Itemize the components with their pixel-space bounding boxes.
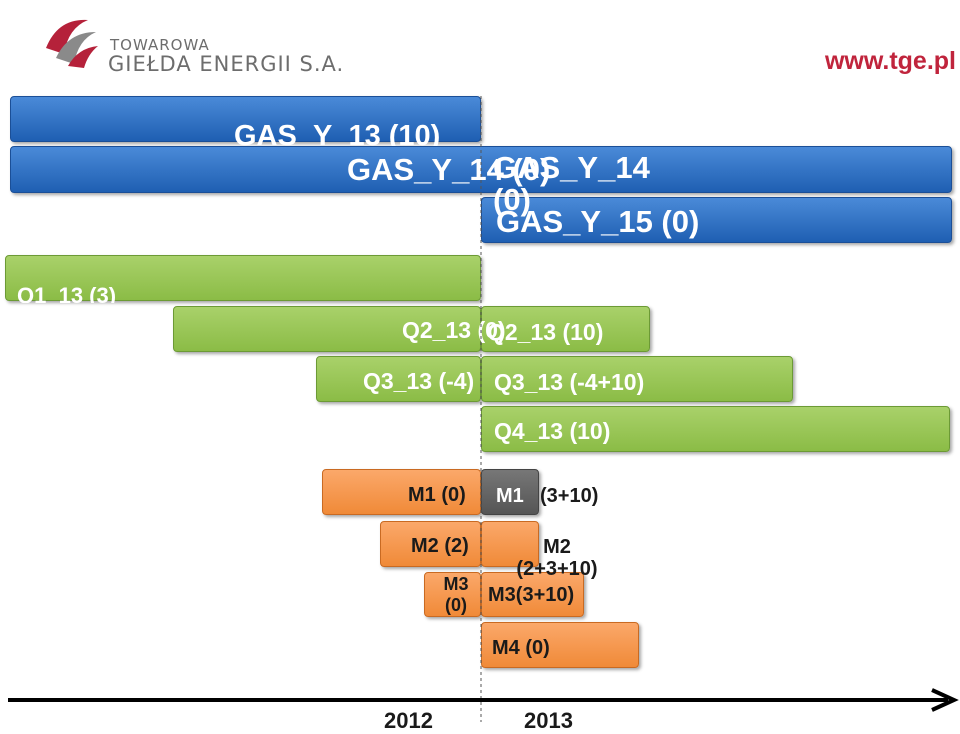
label-m1-right: M1: [496, 485, 524, 507]
label-q2-13-right: Q2_13 (10): [487, 319, 604, 345]
label-q4-13: Q4_13 (10): [494, 418, 611, 444]
label-gas-y14-left: GAS_Y_14 (0): [347, 152, 551, 187]
label-m1-left: M1 (0): [408, 484, 466, 506]
label-m1-right-value: (3+10): [540, 485, 599, 507]
bar-gas-y15: [481, 197, 952, 243]
bar-q3-13-right: [481, 356, 793, 402]
logo-line-1: TOWAROWA: [110, 36, 210, 54]
bar-q3-13-left: [316, 356, 481, 402]
year-label-2013: 2013: [524, 708, 573, 733]
bar-q2-13-left: [173, 306, 481, 352]
logo-line-2: GIEŁDA ENERGII S.A.: [108, 52, 345, 76]
label-q3-13-right: Q3_13 (-4+10): [494, 369, 645, 395]
bar-m2-left: [380, 521, 481, 567]
bar-q4-13: [481, 406, 950, 452]
logo-mark-icon: [41, 11, 99, 69]
company-logo: TOWAROWA GIEŁDA ENERGII S.A.: [38, 8, 398, 78]
bar-m4: [481, 622, 639, 668]
label-gas-y15: GAS_Y_15 (0): [496, 204, 700, 239]
label-q2-13-left: Q2_13 (0): [402, 317, 506, 343]
bar-m3-left: [424, 572, 481, 617]
label-m4: M4 (0): [492, 637, 550, 659]
bar-q2-13-right: [481, 306, 650, 352]
website-url[interactable]: www.tge.pl: [824, 47, 956, 75]
label-m3-left: M3 (0): [443, 574, 469, 615]
bar-m1-left: [322, 469, 481, 515]
label-q1-13: Q1_13 (3): [17, 283, 117, 303]
bar-m3-right: [481, 572, 584, 617]
bar-m1-right: [481, 469, 539, 515]
label-m3-right: M3(3+10): [488, 584, 575, 606]
year-label-2012: 2012: [384, 708, 433, 733]
label-gas-y13: GAS_Y_13 (10): [234, 120, 441, 146]
bar-gas-y13: [10, 96, 481, 142]
time-axis-arrow-icon: [931, 688, 959, 712]
label-q3-13-left: Q3_13 (-4): [363, 368, 475, 394]
label-m2-right: M2 (2+3+10): [516, 536, 598, 580]
label-gas-y14-right: GAS_Y_14 (0): [493, 150, 650, 217]
bar-m2-right: [481, 521, 539, 567]
label-m2-left: M2 (2): [411, 535, 469, 557]
